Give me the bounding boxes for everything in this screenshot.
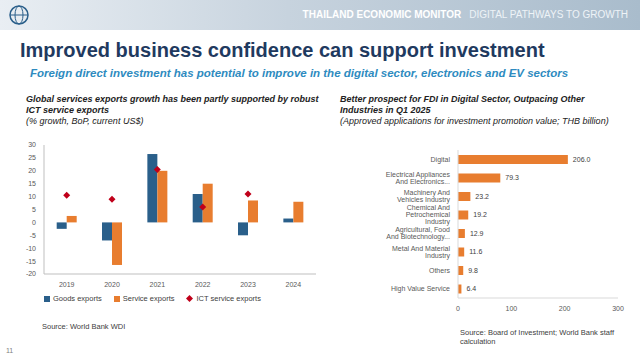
svg-text:0: 0: [32, 219, 36, 226]
svg-text:19.2: 19.2: [473, 211, 487, 218]
svg-text:2024: 2024: [286, 281, 302, 288]
svg-text:25: 25: [28, 154, 36, 161]
svg-text:79.3: 79.3: [505, 174, 519, 181]
svg-text:300: 300: [612, 305, 624, 312]
html-text:Improved business confidence c: Improved business confidence can support…: [20, 39, 545, 61]
svg-text:Others: Others: [429, 267, 451, 274]
svg-text:30: 30: [28, 141, 36, 148]
svg-text:Electrical AppliancesAnd Elect: Electrical AppliancesAnd Electronics...: [386, 171, 451, 185]
svg-text:High Value Service: High Value Service: [391, 285, 450, 293]
svg-text:5: 5: [32, 206, 36, 213]
svg-text:206.0: 206.0: [573, 156, 591, 163]
svg-text:100: 100: [505, 305, 517, 312]
svg-text:-15: -15: [26, 258, 36, 265]
html-text:Source: World Bank WDI: Source: World Bank WDI: [42, 322, 126, 331]
svg-text:200: 200: [559, 305, 571, 312]
svg-text:Metal And MaterialIndustry: Metal And MaterialIndustry: [392, 245, 450, 260]
html-text:Source: Board of Investment; W: Source: Board of Investment; World Bank …: [460, 328, 614, 346]
svg-text:Machinery AndVehicles Industry: Machinery AndVehicles Industry: [397, 189, 450, 204]
svg-text:2020: 2020: [104, 281, 120, 288]
svg-text:6.4: 6.4: [466, 285, 476, 292]
svg-text:Agricultural, FoodAnd Biotechn: Agricultural, FoodAnd Biotechnology...: [386, 226, 450, 241]
html-text:(Approved applications for inv: (Approved applications for investment pr…: [340, 116, 609, 126]
svg-text:2021: 2021: [150, 281, 166, 288]
svg-text:9.8: 9.8: [468, 267, 478, 274]
svg-text:-10: -10: [26, 245, 36, 252]
svg-text:15: 15: [28, 180, 36, 187]
html-text:Foreign direct investment has: Foreign direct investment has potential …: [30, 67, 569, 79]
svg-text:10: 10: [28, 193, 36, 200]
html-text:Service exports: Service exports: [122, 294, 175, 303]
html-text:ICT service exports: ICT service exports: [196, 294, 261, 303]
svg-text:-20: -20: [26, 270, 36, 277]
svg-text:23.2: 23.2: [475, 193, 489, 200]
html-text:Goods exports: Goods exports: [53, 294, 102, 303]
html-text:Global services exports growth: Global services exports growth has been …: [26, 94, 319, 115]
html-text:DIGITAL PATHWAYS TO GROWTH: DIGITAL PATHWAYS TO GROWTH: [469, 9, 628, 20]
svg-text:11.6: 11.6: [469, 248, 482, 255]
svg-text:20: 20: [28, 167, 36, 174]
svg-text:2023: 2023: [240, 281, 256, 288]
html-text:11: 11: [6, 347, 14, 354]
html-text:Better prospect for FDI in Dig: Better prospect for FDI in Digital Secto…: [340, 94, 585, 115]
svg-text:2022: 2022: [195, 281, 211, 288]
svg-text:2019: 2019: [59, 281, 75, 288]
svg-text:Chemical AndPetrochemicalIndus: Chemical AndPetrochemicalIndustry: [406, 204, 451, 226]
svg-text:12.9: 12.9: [470, 230, 484, 237]
html-text:THAILAND ECONOMIC MONITOR: THAILAND ECONOMIC MONITOR: [302, 9, 462, 20]
svg-text:0: 0: [456, 305, 460, 312]
svg-text:-5: -5: [30, 232, 36, 239]
html-text:(% growth, BoP, current US$): (% growth, BoP, current US$): [26, 116, 144, 126]
svg-text:Digital: Digital: [431, 156, 451, 164]
